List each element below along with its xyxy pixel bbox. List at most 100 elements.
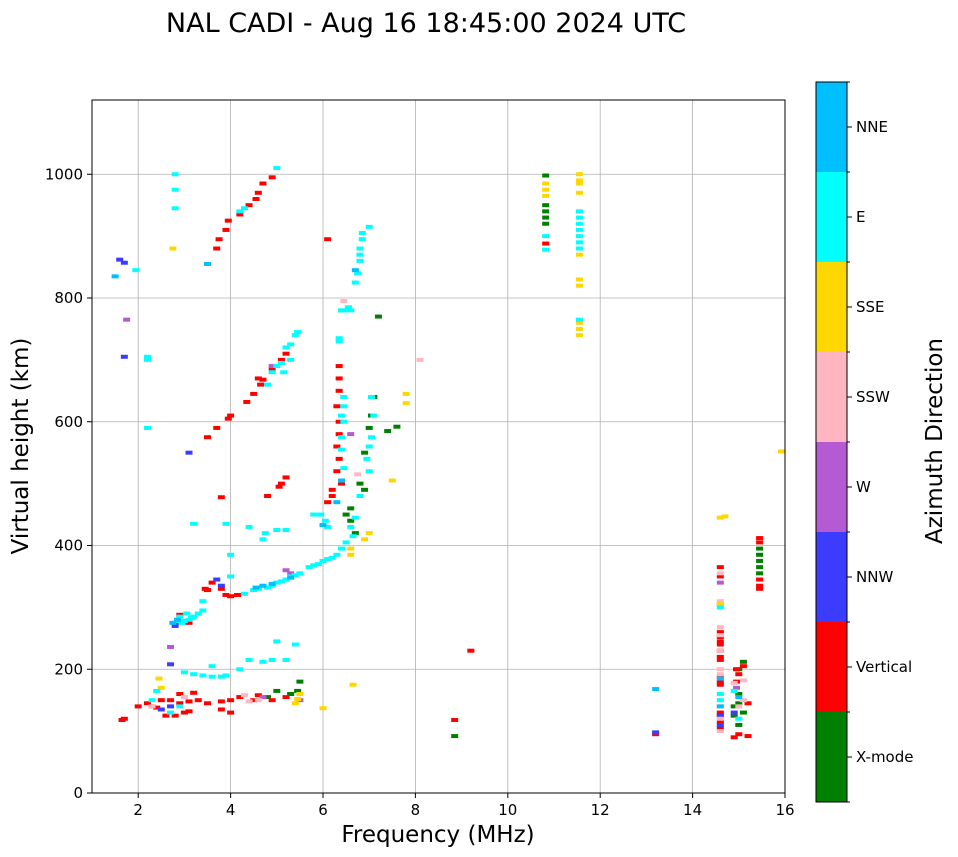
data-point [335,336,343,341]
data-point [716,682,724,687]
data-point [169,246,177,251]
colorbar-tick-label: W [856,478,871,496]
data-point [756,536,764,541]
data-point [716,605,724,610]
data-point [236,695,244,700]
data-point [213,425,221,430]
data-point [575,277,583,282]
data-point [275,484,283,489]
data-point [240,206,248,211]
data-point [254,698,262,703]
data-point [363,456,371,461]
data-point [277,481,285,486]
data-point [716,672,724,677]
data-point [347,308,355,313]
data-point [575,227,583,232]
data-point [190,690,198,695]
data-point [716,633,724,638]
data-point [730,710,738,715]
data-point [282,577,290,582]
x-axis-label: Frequency (MHz) [341,822,534,848]
data-point [333,404,341,409]
data-point [282,345,290,350]
data-point [305,565,313,570]
data-point [716,719,724,724]
data-point [739,659,747,664]
data-point [716,722,724,727]
data-point [261,531,269,536]
data-point [167,644,175,649]
data-point [291,701,299,706]
data-point [287,571,295,576]
data-point [575,283,583,288]
data-point [716,648,724,653]
data-point [236,667,244,672]
data-point [176,614,184,619]
data-point [282,568,290,573]
data-point [222,227,230,232]
data-point [365,469,373,474]
plot-frame [91,99,786,794]
data-point [340,299,348,304]
data-point [132,268,140,273]
data-point [194,698,202,703]
data-point [744,701,752,706]
data-point [347,506,355,511]
data-point [716,713,724,718]
data-point [268,175,276,180]
data-point [365,531,373,536]
x-tick-label: 14 [683,801,702,819]
data-point [356,481,364,486]
data-point [361,487,369,492]
colorbar-segment [816,622,847,712]
series-e [132,166,743,721]
x-tick-label: 6 [318,801,328,819]
data-point [185,617,193,622]
data-point [282,528,290,533]
data-point [259,537,267,542]
data-point [335,376,343,381]
data-point [227,574,235,579]
y-tick-label: 0 [73,784,83,802]
y-axis-label: Virtual height (km) [8,338,34,555]
colorbar-tick-label: SSW [856,388,890,406]
data-point [778,449,785,454]
data-point [756,558,764,563]
data-point [542,234,550,239]
data-point [268,367,276,372]
chart-title: NAL CADI - Aug 16 18:45:00 2024 UTC [166,8,686,39]
colorbar-tick-label: NNE [856,118,888,136]
data-point [254,376,262,381]
data-point [730,704,738,709]
data-point [273,688,281,693]
data-point [716,602,724,607]
data-point [254,190,262,195]
data-point [169,620,177,625]
data-point [652,730,660,735]
data-point [716,676,724,681]
data-point [739,664,747,669]
data-point [542,181,550,186]
data-point [254,693,262,698]
data-point [716,698,724,703]
data-point [273,580,281,585]
colorbar-segment [816,712,847,802]
data-point [542,203,550,208]
data-point [354,472,362,477]
data-point [351,280,359,285]
data-point [259,583,267,588]
data-point [335,364,343,369]
data-point [224,416,232,421]
data-point [716,630,724,635]
data-point [171,623,179,628]
data-point [716,667,724,672]
data-point [739,698,747,703]
data-point [157,685,165,690]
colorbar-tick-label: SSE [856,298,885,316]
colorbar: X-mode Vertical NNW W SSW SSE E NNE [815,81,913,803]
data-point [716,710,724,715]
data-point [324,557,332,562]
data-point [217,495,225,500]
data-point [252,197,260,201]
data-point [204,435,211,440]
